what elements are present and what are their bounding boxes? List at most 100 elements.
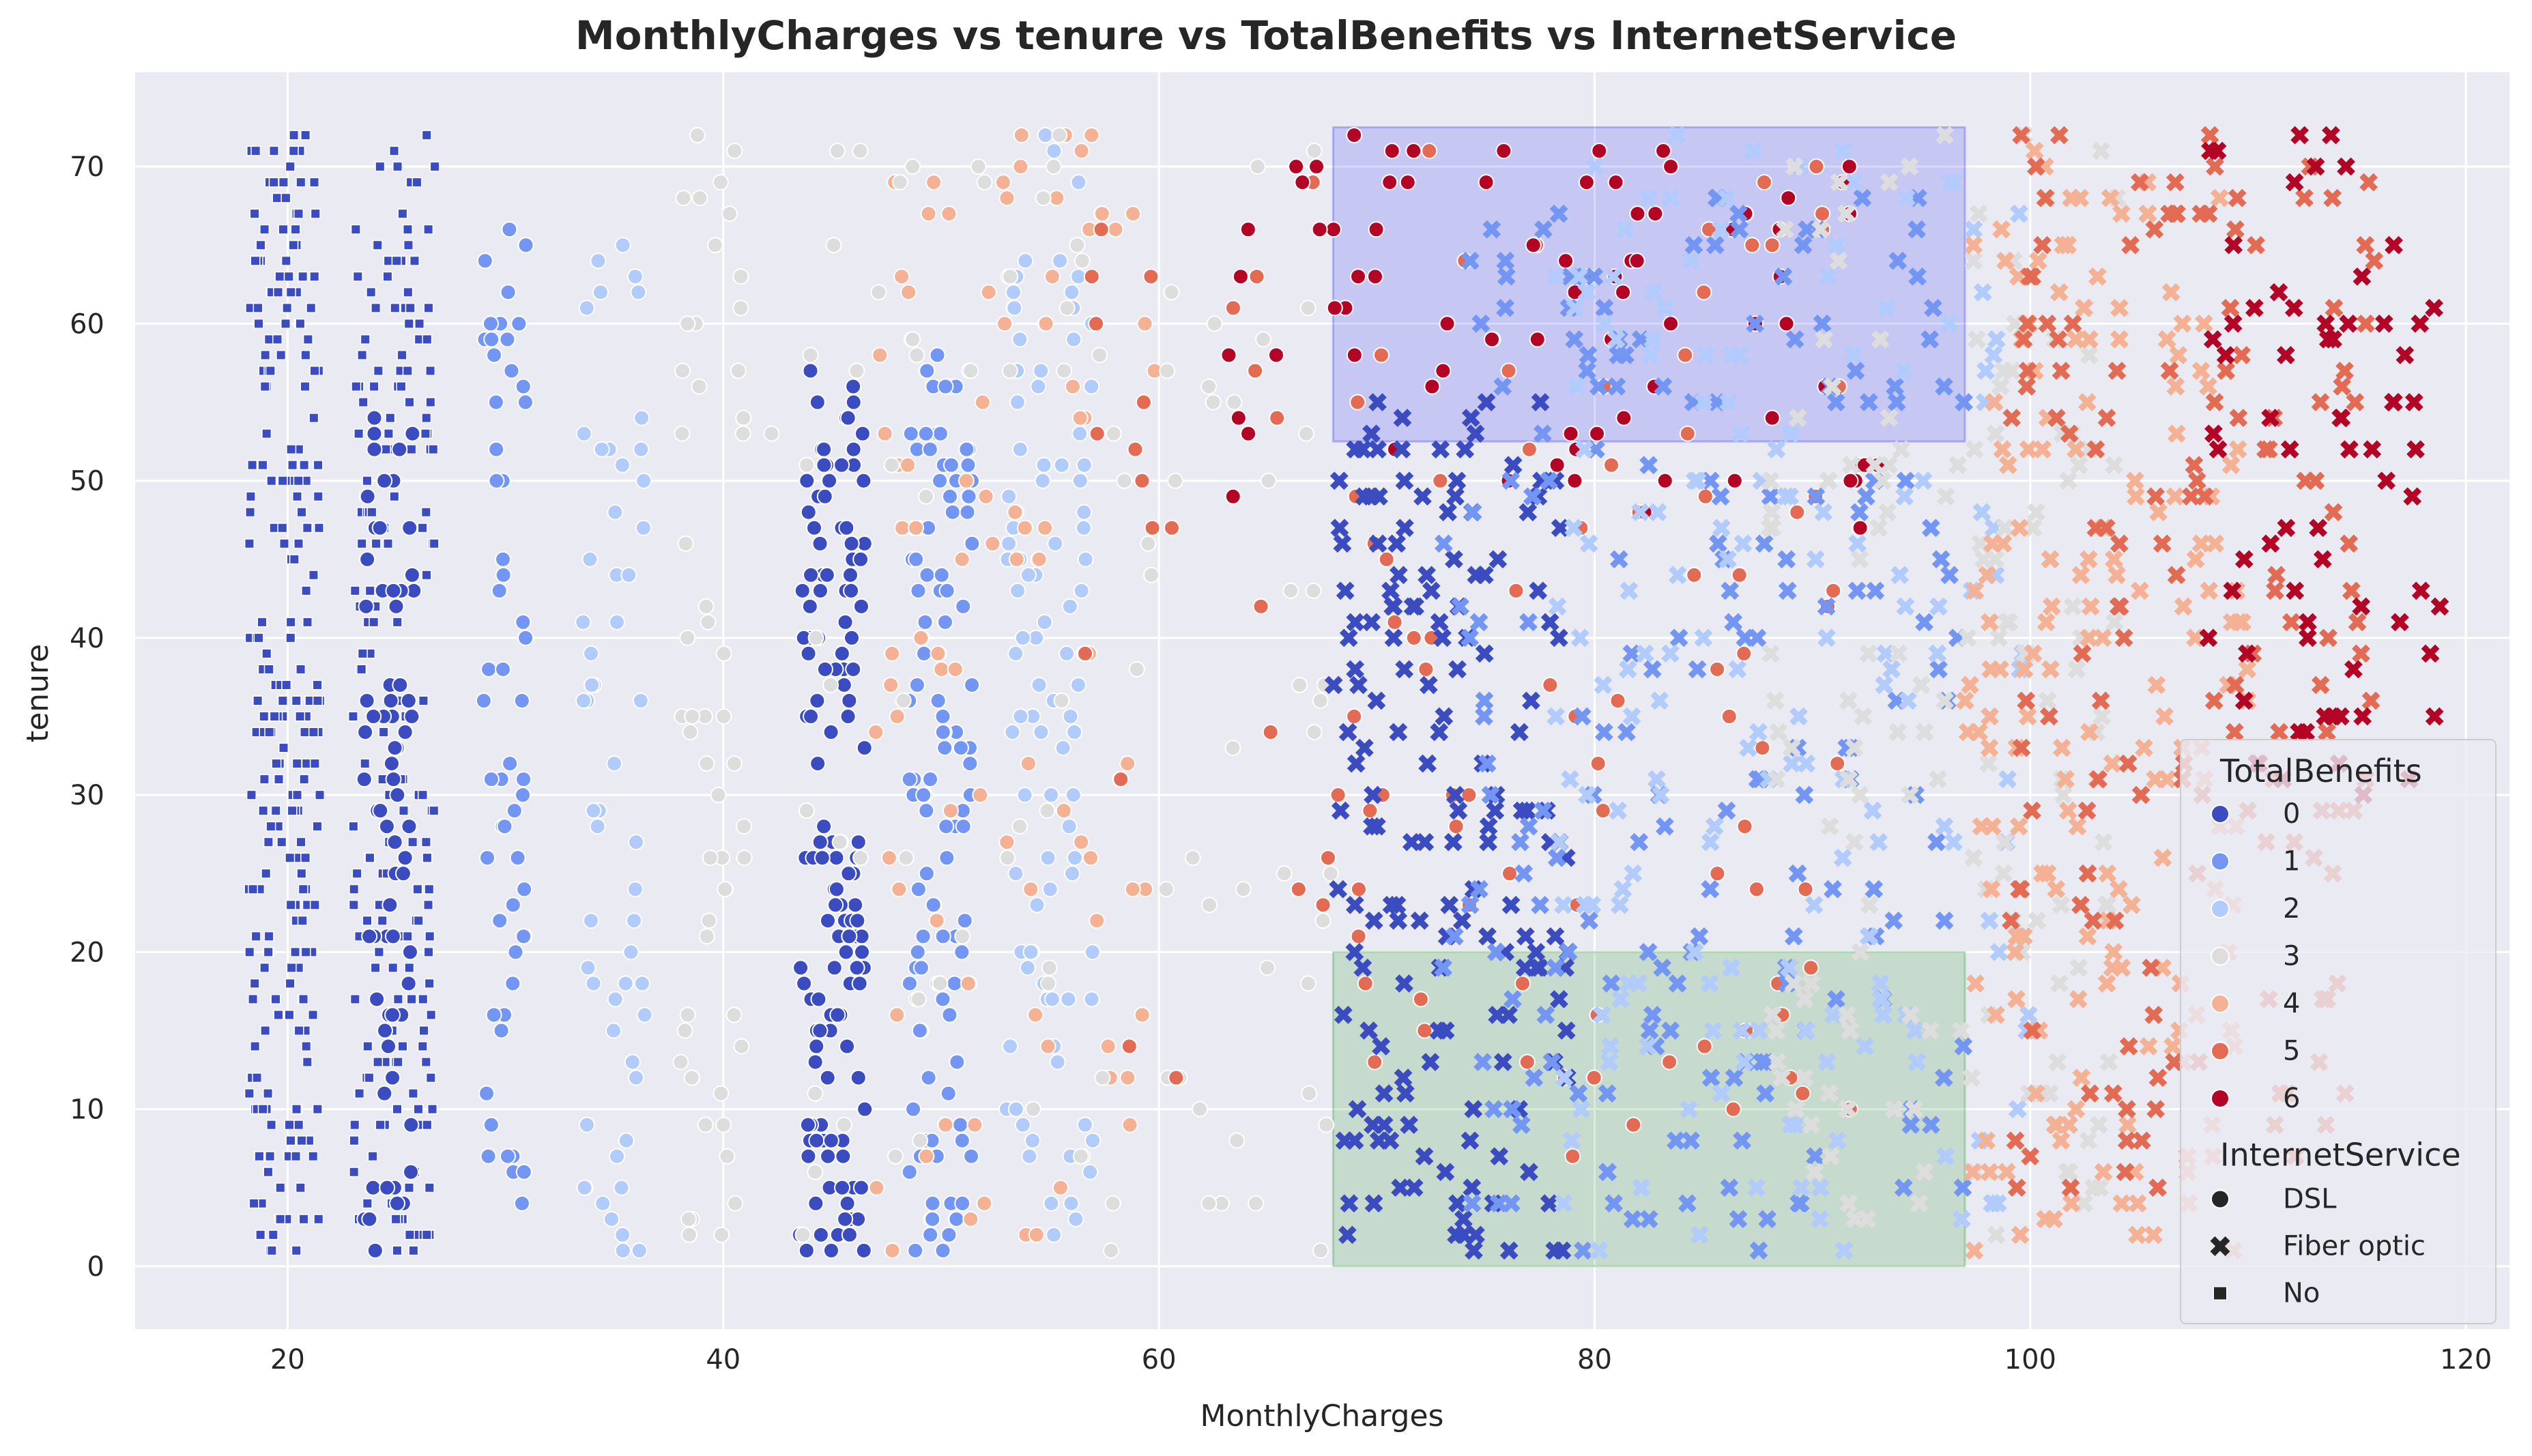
data-point-x-benefits-0 <box>1433 628 1452 647</box>
data-point-x-benefits-2 <box>1554 895 1572 914</box>
data-point-circle-benefits-5 <box>1366 1053 1383 1071</box>
data-point-x-benefits-5 <box>2007 1178 2026 1197</box>
data-point-circle-benefits-2 <box>609 1148 626 1165</box>
data-point-x-benefits-4 <box>2112 204 2131 223</box>
data-point-x-benefits-4 <box>2006 943 2025 961</box>
data-point-x-benefits-1 <box>1643 1006 1662 1024</box>
data-point-square-benefits-0 <box>270 993 281 1004</box>
data-point-circle-benefits-1 <box>936 613 953 630</box>
data-point-x-benefits-0 <box>1364 1116 1382 1135</box>
data-point-circle-benefits-1 <box>504 897 521 914</box>
data-point-x-benefits-2 <box>1824 1006 1843 1024</box>
data-point-x-benefits-6 <box>2285 173 2304 192</box>
data-point-square-benefits-0 <box>385 413 396 424</box>
data-point-x-benefits-0 <box>1448 660 1467 679</box>
data-point-x-benefits-2 <box>1668 566 1687 585</box>
data-point-x-benefits-0 <box>1381 581 1400 600</box>
data-point-x-benefits-4 <box>1966 581 1985 600</box>
data-point-circle-benefits-5 <box>1357 975 1374 992</box>
data-point-circle-benefits-3 <box>1205 394 1222 411</box>
data-point-circle-benefits-3 <box>1305 582 1322 599</box>
data-point-x-benefits-3 <box>1802 1116 1821 1135</box>
data-point-square-benefits-0 <box>347 711 358 722</box>
data-point-circle-benefits-0 <box>848 959 865 976</box>
data-point-circle-benefits-2 <box>1028 897 1046 914</box>
data-point-circle-benefits-2 <box>614 456 631 474</box>
data-point-x-benefits-2 <box>1548 597 1567 616</box>
data-point-x-benefits-1 <box>1794 235 1813 254</box>
data-point-circle-benefits-0 <box>376 1085 393 1102</box>
data-point-x-benefits-3 <box>1785 157 1804 176</box>
data-point-circle-benefits-3 <box>1299 300 1317 317</box>
data-point-circle-benefits-2 <box>631 1242 648 1259</box>
data-point-x-benefits-3 <box>1986 424 2005 443</box>
data-point-circle-benefits-1 <box>910 582 927 599</box>
data-point-circle-benefits-3 <box>715 645 732 662</box>
data-point-x-benefits-2 <box>1650 691 1669 710</box>
data-point-square-benefits-0 <box>412 884 423 894</box>
data-point-square-benefits-0 <box>302 1057 313 1068</box>
data-point-x-benefits-2 <box>1562 1131 1581 1150</box>
data-point-square-benefits-0 <box>428 444 439 455</box>
data-point-circle-benefits-4 <box>1020 755 1037 772</box>
data-point-circle-benefits-2 <box>607 504 624 521</box>
data-point-x-benefits-4 <box>2163 1037 2182 1055</box>
data-point-x-benefits-2 <box>1747 1178 1766 1197</box>
data-point-circle-benefits-0 <box>811 535 829 552</box>
data-point-square-benefits-0 <box>286 444 297 455</box>
data-point-x-benefits-3 <box>1901 1006 1920 1024</box>
data-point-circle-benefits-4 <box>1107 221 1124 238</box>
data-point-square-benefits-0 <box>417 789 428 800</box>
data-point-x-benefits-1 <box>1434 959 1453 977</box>
data-point-circle-benefits-4 <box>976 1195 993 1212</box>
data-point-x-benefits-2 <box>1554 1194 1573 1213</box>
data-point-square-benefits-0 <box>424 978 435 989</box>
data-point-x-benefits-1 <box>1623 1210 1642 1229</box>
data-point-circle-benefits-0 <box>401 818 418 835</box>
data-point-x-benefits-2 <box>1896 597 1915 616</box>
data-point-circle-benefits-2 <box>1071 472 1089 489</box>
data-point-square-benefits-0 <box>255 1229 266 1240</box>
data-point-x-benefits-6 <box>2203 330 2222 349</box>
data-point-circle-benefits-3 <box>732 300 749 317</box>
data-point-circle-benefits-3 <box>848 362 865 379</box>
data-point-x-benefits-2 <box>1936 1147 1955 1166</box>
data-point-circle-benefits-0 <box>820 1148 837 1165</box>
data-point-x-benefits-3 <box>1837 204 1856 223</box>
data-point-square-benefits-0 <box>293 1120 304 1131</box>
data-point-x-benefits-0 <box>1359 1021 1378 1040</box>
data-point-circle-benefits-1 <box>934 928 951 945</box>
data-point-circle-benefits-0 <box>843 535 860 552</box>
data-point-x-benefits-4 <box>2200 581 2219 600</box>
data-point-circle-benefits-1 <box>486 347 503 364</box>
data-point-x-benefits-0 <box>1445 785 1465 804</box>
data-point-circle-benefits-5 <box>1736 645 1753 662</box>
data-point-x-benefits-0 <box>1367 691 1386 710</box>
data-point-circle-benefits-1 <box>941 1006 958 1023</box>
data-point-x-benefits-4 <box>2103 959 2122 977</box>
data-point-x-benefits-5 <box>2039 707 2058 726</box>
data-point-square-benefits-0 <box>250 255 261 266</box>
data-point-x-benefits-1 <box>1640 1021 1659 1040</box>
data-point-x-benefits-1 <box>1931 550 1951 569</box>
data-point-x-benefits-0 <box>1486 801 1505 820</box>
data-point-x-benefits-5 <box>2117 1131 2136 1150</box>
data-point-circle-benefits-4 <box>1013 127 1030 144</box>
data-point-x-benefits-1 <box>1761 487 1780 506</box>
data-point-x-benefits-2 <box>1983 1194 2002 1213</box>
data-point-x-benefits-4 <box>1996 251 2015 270</box>
data-point-x-benefits-1 <box>1678 1194 1697 1213</box>
data-point-circle-benefits-0 <box>854 944 871 961</box>
data-point-x-benefits-5 <box>2061 1178 2080 1197</box>
data-point-circle-benefits-3 <box>674 425 691 442</box>
data-point-square-benefits-0 <box>249 978 260 989</box>
data-point-circle-benefits-1 <box>952 740 969 757</box>
data-point-x-benefits-3 <box>1850 785 1869 804</box>
data-point-square-benefits-0 <box>429 538 440 549</box>
data-point-x-benefits-1 <box>1484 1100 1503 1119</box>
data-point-circle-benefits-3 <box>1322 865 1339 882</box>
data-point-circle-benefits-4 <box>984 535 1001 552</box>
data-point-square-benefits-0 <box>349 1135 360 1146</box>
data-point-circle-benefits-1 <box>507 944 524 961</box>
data-point-x-benefits-2 <box>1628 974 1648 993</box>
